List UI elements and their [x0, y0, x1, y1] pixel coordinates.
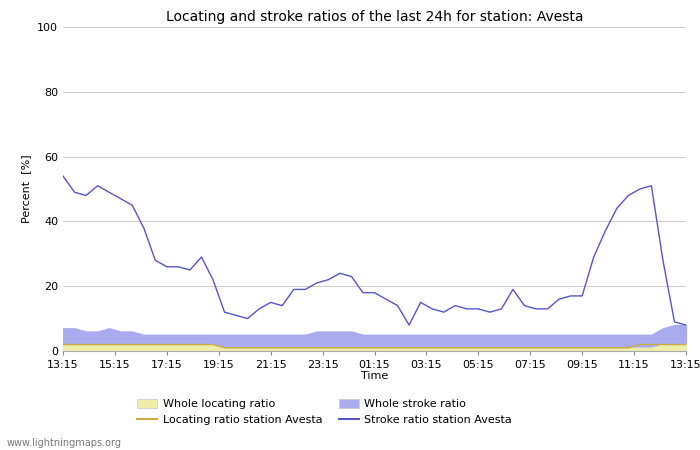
X-axis label: Time: Time	[361, 371, 388, 382]
Title: Locating and stroke ratios of the last 24h for station: Avesta: Locating and stroke ratios of the last 2…	[166, 10, 583, 24]
Text: www.lightningmaps.org: www.lightningmaps.org	[7, 438, 122, 448]
Y-axis label: Percent  [%]: Percent [%]	[22, 155, 32, 223]
Legend: Whole locating ratio, Locating ratio station Avesta, Whole stroke ratio, Stroke : Whole locating ratio, Locating ratio sta…	[137, 399, 512, 425]
